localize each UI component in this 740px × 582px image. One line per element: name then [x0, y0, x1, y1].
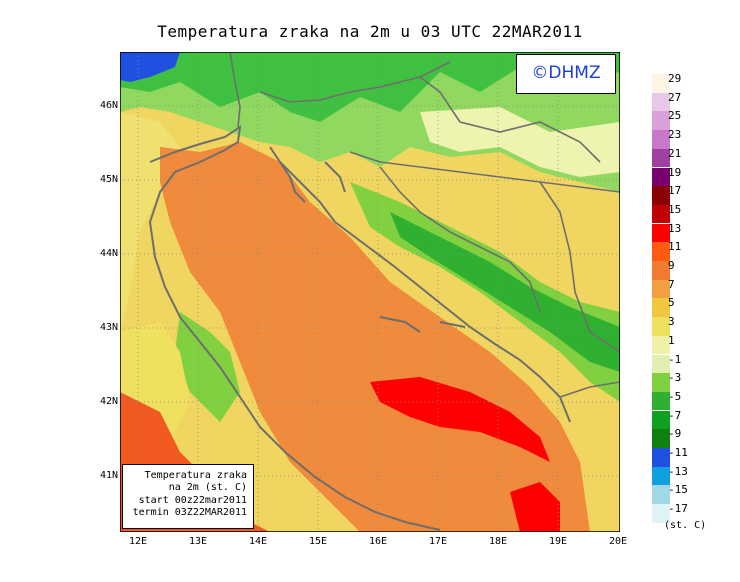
legend-label: -7: [668, 408, 682, 422]
legend-swatch: [652, 485, 670, 504]
legend-swatch: [652, 504, 670, 523]
legend-label: 21: [668, 146, 682, 160]
legend-swatch: [652, 242, 670, 261]
legend-label: 3: [668, 315, 675, 329]
temperature-map: [120, 52, 620, 532]
legend-swatch: [652, 92, 670, 112]
legend-label: -5: [668, 389, 682, 403]
legend-label: -17: [668, 502, 688, 516]
south-hot-core: [510, 482, 560, 532]
lon-label: 18E: [488, 536, 508, 547]
legend-swatch: [652, 466, 670, 486]
legend-label: 13: [668, 221, 682, 235]
sea-hot-core: [370, 377, 550, 462]
lat-label: 46N: [99, 100, 118, 111]
info-line-unit: na 2m (st. C): [168, 482, 247, 494]
lon-label: 19E: [548, 536, 568, 547]
lat-label: 44N: [99, 248, 118, 259]
info-line-valid: termin 03Z22MAR2011: [132, 506, 247, 518]
legend-swatch: [652, 186, 670, 205]
legend-swatch: [652, 317, 670, 336]
lon-label: 12E: [128, 536, 148, 547]
lon-label: 14E: [248, 536, 268, 547]
map-title: Temperatura zraka na 2m u 03 UTC 22MAR20…: [157, 22, 583, 41]
legend-label: 5: [668, 296, 675, 310]
legend-label: 29: [668, 72, 682, 85]
north-cold-core: [120, 52, 620, 122]
legend-swatch: [652, 111, 670, 130]
legend-label: -11: [668, 446, 688, 459]
legend-label: 15: [668, 202, 682, 216]
legend-swatch: [652, 429, 670, 448]
coastline: [148, 124, 571, 531]
legend-label: -3: [668, 371, 682, 385]
legend-swatch: [652, 74, 670, 93]
legend-label: -9: [668, 427, 682, 441]
legend-swatch: [652, 448, 670, 467]
info-box: Temperatura zraka na 2m (st. C) start 00…: [122, 464, 254, 529]
adriatic-sea-warm: [160, 142, 590, 532]
dhmz-watermark: ©DHMZ: [516, 54, 616, 94]
legend-label: 27: [668, 90, 682, 104]
lat-label: 41N: [99, 470, 118, 481]
lat-label: 42N: [99, 396, 118, 407]
legend-label: 11: [668, 240, 682, 254]
lat-label: 43N: [99, 322, 118, 333]
lon-label: 16E: [368, 536, 388, 547]
far-north-cold: [120, 52, 180, 82]
legend-label: 1: [668, 333, 675, 347]
legend-swatch: [652, 167, 670, 186]
legend-swatch: [652, 130, 670, 149]
legend-swatch: [652, 223, 670, 243]
dinaric-cold-core: [390, 212, 620, 372]
legend-swatch: [652, 335, 670, 355]
lat-label: 45N: [99, 174, 118, 185]
legend-swatch: [652, 373, 670, 392]
lon-label: 13E: [188, 536, 208, 547]
info-line-start: start 00z22mar2011: [138, 494, 247, 506]
legend-label: 7: [668, 277, 675, 291]
legend-label: 23: [668, 128, 682, 142]
legend-swatch: [652, 354, 670, 373]
map-canvas: [120, 52, 620, 532]
legend-swatch: [652, 279, 670, 299]
legend-label: 9: [668, 259, 675, 272]
legend-label: -1: [668, 352, 682, 366]
lon-label: 17E: [428, 536, 448, 547]
legend-label: -15: [668, 483, 688, 497]
legend-swatch: [652, 410, 670, 430]
country-borders: [229, 52, 620, 398]
legend-swatch: [652, 298, 670, 317]
lon-label: 20E: [608, 536, 628, 547]
legend-unit: (st. C): [664, 520, 707, 531]
legend-label: -13: [668, 464, 688, 478]
legend-swatch: [652, 391, 670, 411]
legend-swatch: [652, 204, 670, 224]
legend-swatch: [652, 148, 670, 168]
apennine-cold: [175, 312, 240, 422]
legend-label: 25: [668, 109, 682, 123]
legend-swatch: [652, 261, 670, 280]
legend-label: 19: [668, 165, 682, 179]
info-line-parameter: Temperatura zraka: [144, 470, 247, 481]
legend-label: 17: [668, 184, 682, 198]
lon-label: 15E: [308, 536, 328, 547]
